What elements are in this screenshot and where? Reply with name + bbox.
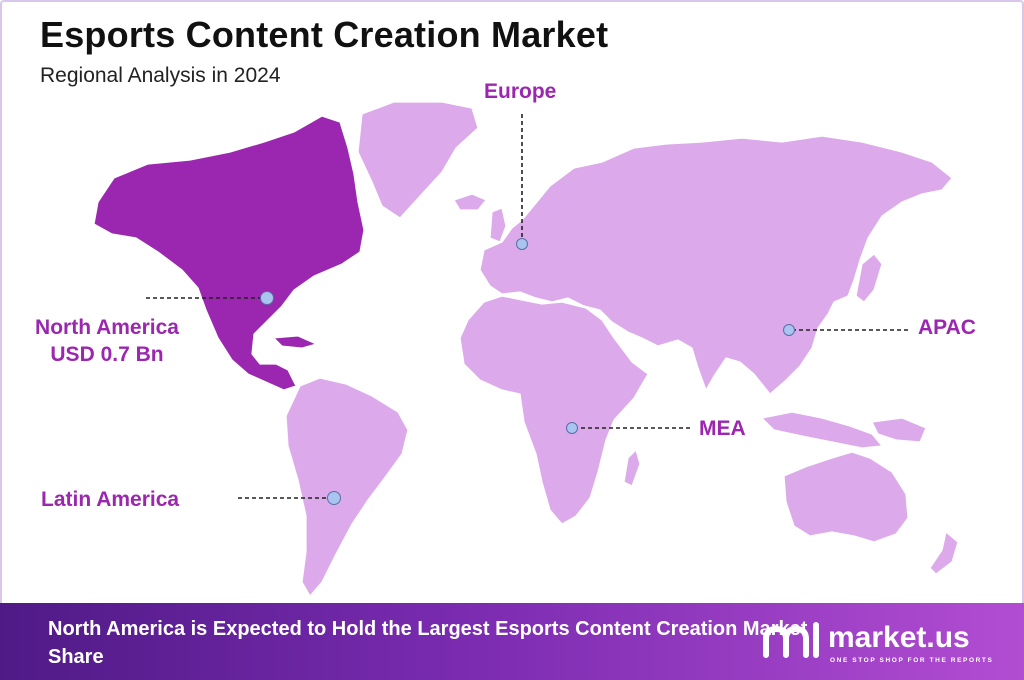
indonesia-shape	[760, 411, 884, 449]
page-title: Esports Content Creation Market	[40, 14, 609, 55]
latin-america-label: Latin America	[41, 488, 180, 511]
connector-lines	[146, 114, 910, 499]
europe-marker	[516, 238, 528, 250]
north-america-label: North America USD 0.7 Bn	[16, 314, 198, 368]
latin-america-marker	[327, 491, 341, 505]
mea-marker	[566, 422, 578, 434]
region-markers	[260, 238, 795, 505]
madagascar-shape	[623, 448, 641, 487]
page-subtitle: Regional Analysis in 2024	[40, 64, 281, 87]
north-america-value: USD 0.7 Bn	[50, 343, 164, 366]
apac-label: APAC	[918, 316, 976, 339]
brand-logo: market.us ONE STOP SHOP FOR THE REPORTS	[760, 615, 1010, 669]
mea-label: MEA	[699, 417, 746, 440]
north-america-shape	[93, 115, 365, 391]
africa-shape	[459, 295, 649, 525]
footer-banner: North America is Expected to Hold the La…	[0, 603, 1024, 680]
cuba-shape	[272, 335, 318, 349]
eurasia-shape	[479, 135, 953, 395]
uk-shape	[489, 207, 507, 243]
brand-tagline: ONE STOP SHOP FOR THE REPORTS	[830, 657, 994, 664]
other-regions	[285, 101, 959, 598]
greenland-shape	[357, 101, 479, 219]
south-america-shape	[285, 377, 409, 598]
north-america-name: North America	[35, 316, 179, 339]
iceland-shape	[453, 193, 487, 211]
new-zealand-shape	[929, 530, 959, 575]
footer-text: North America is Expected to Hold the La…	[48, 618, 808, 668]
australia-shape	[783, 451, 909, 543]
apac-marker	[783, 324, 795, 336]
europe-label: Europe	[484, 80, 557, 103]
japan-shape	[855, 253, 883, 303]
north-america-marker	[260, 291, 274, 305]
brand-name: market.us	[828, 621, 970, 654]
market-us-logo-icon	[763, 622, 819, 658]
new-guinea-shape	[871, 417, 927, 443]
